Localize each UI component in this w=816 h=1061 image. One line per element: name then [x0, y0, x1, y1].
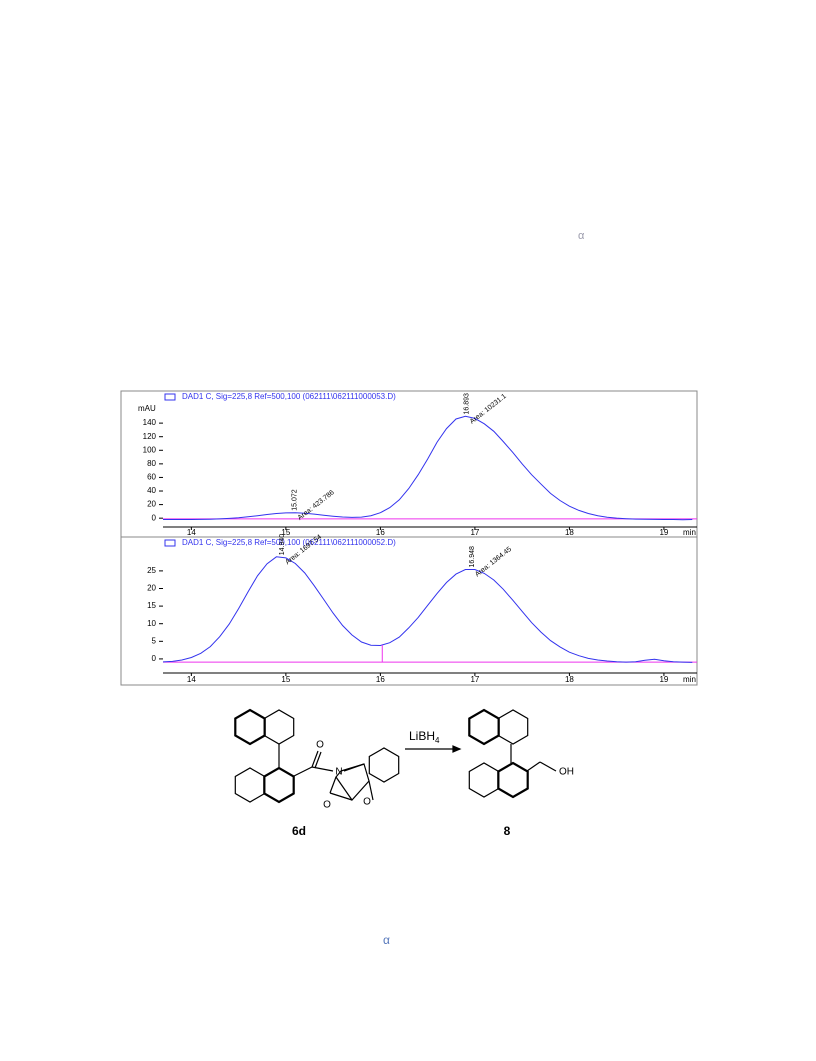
x-tick-label: 18	[565, 675, 574, 684]
peak-time: 16.893	[464, 393, 471, 415]
y-tick-label: 15	[147, 601, 156, 610]
bond	[329, 776, 337, 794]
x-axis-label: min	[683, 675, 696, 684]
y-tick-label: 120	[143, 432, 157, 441]
atom-label: O	[323, 800, 331, 811]
peak-time: 16.948	[469, 546, 476, 568]
bond	[539, 761, 557, 772]
peak-time: 14.940	[279, 534, 286, 556]
y-tick-label: 140	[143, 418, 157, 427]
atom-label: O	[316, 740, 324, 751]
bond	[368, 780, 374, 801]
atom-label: N	[335, 767, 342, 778]
atom-label: OH	[559, 767, 574, 778]
y-tick-label: 0	[152, 513, 157, 522]
x-tick-label: 15	[281, 675, 290, 684]
data-line	[162, 556, 693, 663]
legend-label: DAD1 C, Sig=225,8 Ref=500,100 (062111\06…	[182, 392, 396, 401]
y-tick-label: 10	[147, 619, 156, 628]
bond	[314, 751, 322, 769]
y-tick-label: 25	[147, 566, 156, 575]
data-line	[163, 415, 693, 521]
reagent: LiBH4	[409, 729, 440, 745]
bond	[311, 750, 319, 768]
x-axis-label: min	[683, 528, 696, 537]
y-tick-label: 5	[152, 636, 157, 645]
stray-mark: α	[578, 230, 585, 242]
bond	[526, 761, 541, 772]
x-tick-label: 17	[470, 675, 479, 684]
ring	[497, 709, 529, 745]
y-tick-label: 0	[152, 654, 157, 663]
x-tick-label: 14	[187, 675, 196, 684]
ring	[335, 763, 370, 801]
y-tick-label: 80	[147, 459, 156, 468]
reagent-text: LiBH	[409, 729, 435, 743]
reagent-subscript: 4	[435, 736, 440, 745]
x-tick-label: 16	[376, 528, 385, 537]
x-tick-label: 17	[470, 528, 479, 537]
x-tick-label: 19	[659, 675, 668, 684]
y-tick-label: 60	[147, 473, 156, 482]
y-tick-label: 40	[147, 486, 156, 495]
legend-label: DAD1 C, Sig=225,8 Ref=500,100 (062111\06…	[182, 538, 396, 547]
compound-label: 8	[504, 824, 511, 838]
atom-label: O	[363, 797, 371, 808]
x-tick-label: 18	[565, 528, 574, 537]
arrow-head	[452, 745, 462, 753]
x-tick-label: 14	[187, 528, 196, 537]
legend-swatch	[164, 393, 176, 401]
y-tick-label: 20	[147, 500, 156, 509]
stray-mark: α	[383, 933, 390, 947]
ring	[263, 766, 295, 804]
x-tick-label: 15	[281, 528, 290, 537]
scheme: LiBH4 6d 8 O N O O OH	[234, 708, 574, 838]
x-tick-label: 16	[376, 675, 385, 684]
chart-frame	[120, 390, 698, 686]
ring	[263, 709, 295, 745]
ring	[368, 747, 400, 783]
legend-swatch	[164, 539, 176, 547]
bond	[293, 766, 313, 777]
compound-label: 6d	[292, 824, 306, 838]
y-axis-label: mAU	[138, 404, 156, 413]
bond	[311, 766, 334, 772]
y-tick-label: 20	[147, 584, 156, 593]
bond	[329, 792, 353, 801]
y-tick-label: 100	[143, 445, 157, 454]
peak-time: 15.072	[292, 489, 299, 511]
ring	[497, 761, 529, 799]
x-tick-label: 19	[659, 528, 668, 537]
